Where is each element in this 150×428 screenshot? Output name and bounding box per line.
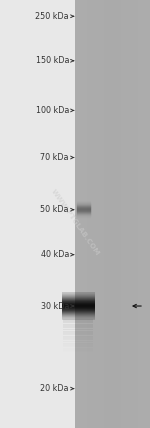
Bar	[63, 339, 93, 341]
Text: WWW.PTGLAB.COM: WWW.PTGLAB.COM	[50, 188, 100, 257]
Bar	[63, 331, 93, 332]
Bar	[63, 322, 93, 324]
Bar	[63, 326, 93, 327]
Bar	[63, 349, 93, 351]
Bar	[75, 0, 150, 428]
Bar	[63, 320, 93, 322]
Bar	[63, 351, 93, 353]
Bar	[63, 318, 93, 320]
Text: 50 kDa: 50 kDa	[40, 205, 69, 214]
Bar	[63, 329, 93, 330]
Text: 20 kDa: 20 kDa	[40, 384, 69, 393]
Bar	[63, 346, 93, 348]
Bar	[63, 337, 93, 339]
Bar	[63, 333, 93, 334]
Bar	[63, 336, 93, 337]
Bar	[63, 345, 93, 346]
Bar	[63, 348, 93, 349]
Bar	[63, 324, 93, 325]
Text: 40 kDa: 40 kDa	[41, 250, 69, 259]
Bar	[63, 327, 93, 329]
Text: 100 kDa: 100 kDa	[36, 106, 69, 115]
Text: 70 kDa: 70 kDa	[40, 153, 69, 162]
Text: 30 kDa: 30 kDa	[41, 301, 69, 311]
Text: 250 kDa: 250 kDa	[35, 12, 69, 21]
Bar	[63, 341, 93, 342]
Bar	[63, 334, 93, 336]
Bar	[63, 342, 93, 344]
Text: 150 kDa: 150 kDa	[36, 56, 69, 65]
